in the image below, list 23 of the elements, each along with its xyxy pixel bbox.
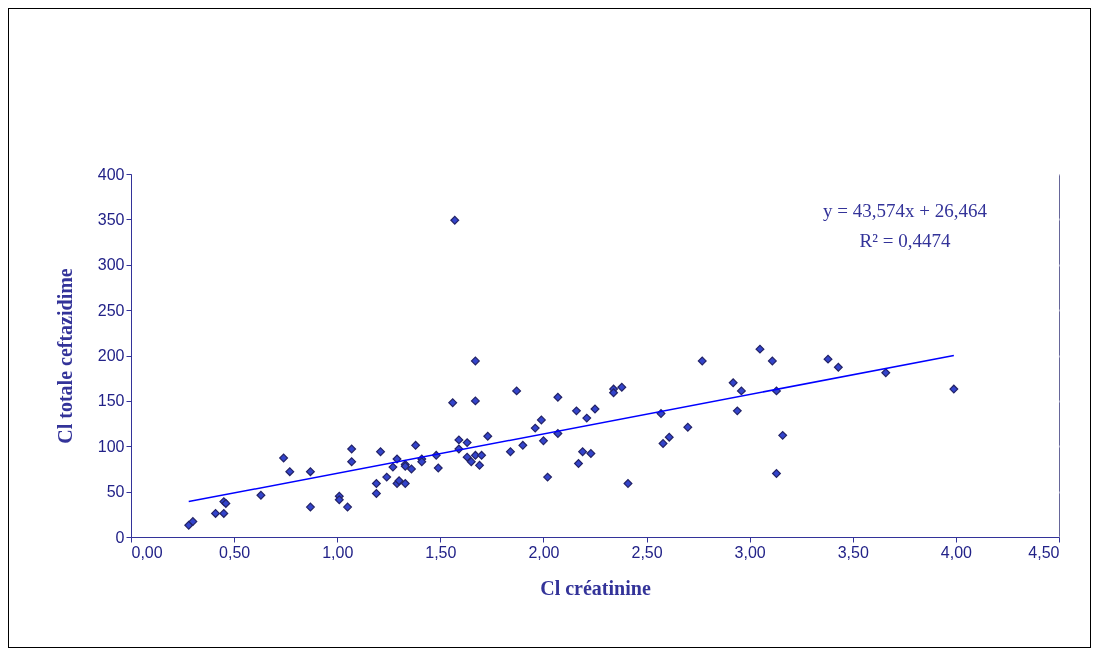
y-tick-label: 50 (106, 483, 125, 501)
x-tick-label: 4,00 (940, 543, 973, 561)
x-tick-label: 2,00 (528, 543, 560, 561)
y-tick-label: 150 (97, 392, 125, 410)
annotation: y = 43,574x + 26,464 (823, 200, 988, 221)
x-tick-label: 1,50 (425, 543, 457, 561)
x-tick-label: 4,50 (1028, 543, 1060, 561)
x-tick-label: 0,50 (219, 543, 251, 561)
y-tick-label: 350 (97, 210, 125, 228)
y-tick-label: 0 (115, 528, 125, 546)
x-tick-label: 1,00 (322, 543, 354, 561)
annotation: R² = 0,4474 (859, 230, 951, 251)
y-tick-label: 300 (97, 256, 125, 274)
y-axis-title: Cl totale ceftazidime (53, 268, 76, 444)
y-tick-label: 100 (97, 437, 125, 455)
x-axis-title: Cl créatinine (540, 576, 651, 599)
y-tick-label: 250 (97, 301, 125, 319)
y-tick-label: 400 (97, 165, 125, 183)
x-tick-label: 3,50 (837, 543, 869, 561)
x-tick-label: 3,00 (734, 543, 766, 561)
x-tick-label: 0,00 (131, 543, 163, 561)
x-tick-label: 2,50 (631, 543, 663, 561)
y-tick-label: 200 (97, 347, 125, 364)
